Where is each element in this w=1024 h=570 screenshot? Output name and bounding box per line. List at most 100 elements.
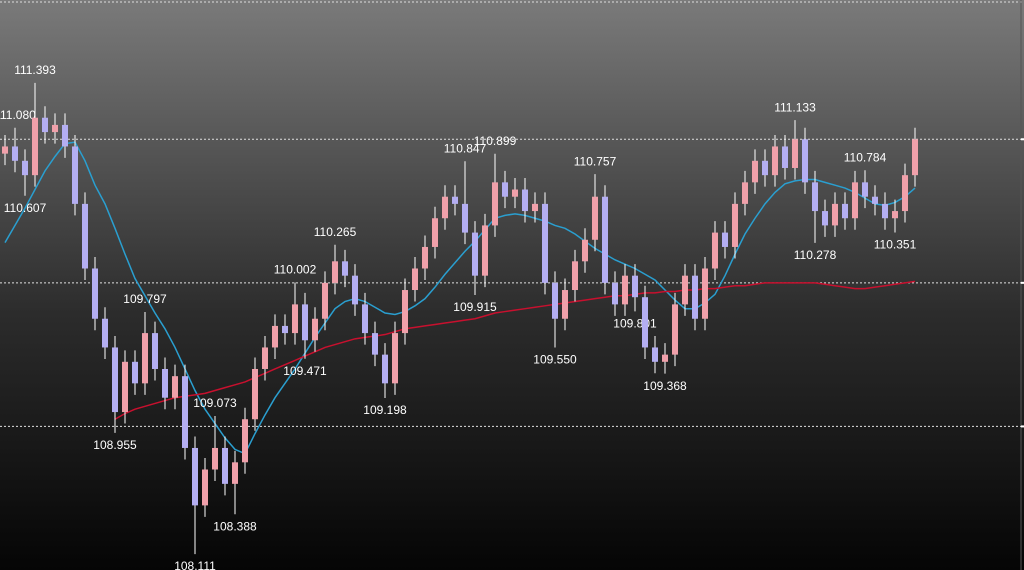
candle-body xyxy=(302,304,308,341)
candle-body xyxy=(862,182,868,197)
candle-body xyxy=(472,232,478,276)
high-label: 110.265 xyxy=(314,225,357,239)
high-label: 110.757 xyxy=(574,154,617,168)
candle-body xyxy=(182,376,188,448)
high-label: 110.899 xyxy=(474,134,517,148)
high-label: 111.393 xyxy=(14,63,56,77)
candle-body xyxy=(872,196,878,204)
candle-body xyxy=(912,139,918,176)
candle-body xyxy=(372,333,378,355)
candle-body xyxy=(692,275,698,319)
candle-body xyxy=(522,189,528,212)
low-label: 109.915 xyxy=(453,300,497,314)
candle-body xyxy=(812,182,818,212)
candle-body xyxy=(562,290,568,319)
candle-body xyxy=(882,203,888,219)
candle-body xyxy=(242,419,248,463)
candle-body xyxy=(322,282,328,319)
candle-body xyxy=(82,203,88,269)
candle-body xyxy=(32,117,38,176)
candle-body xyxy=(382,354,388,384)
candle-body xyxy=(762,160,768,176)
candle-body xyxy=(752,160,758,183)
low-label: 109.198 xyxy=(363,403,407,417)
candle-body xyxy=(2,146,8,154)
low-label: 109.550 xyxy=(533,353,577,367)
candle-body xyxy=(622,275,628,305)
candle-body xyxy=(312,318,318,341)
candle-body xyxy=(772,146,778,176)
low-label: 109.368 xyxy=(643,379,687,393)
candle-body xyxy=(112,347,118,413)
candle-body xyxy=(282,325,288,334)
candle-body xyxy=(612,282,618,305)
candle-body xyxy=(602,196,608,283)
candle-body xyxy=(142,333,148,384)
low-label: 110.278 xyxy=(794,248,837,262)
low-label: 109.471 xyxy=(283,364,327,378)
low-label: 108.955 xyxy=(93,438,137,452)
candle-body xyxy=(332,261,338,283)
candle-body xyxy=(292,304,298,334)
candle-body xyxy=(792,139,798,168)
candle-body xyxy=(802,139,808,183)
candle-body xyxy=(462,203,468,233)
candle-body xyxy=(432,218,438,247)
candle-body xyxy=(62,124,68,147)
candle-body xyxy=(832,203,838,226)
low-label: 110.351 xyxy=(874,238,917,252)
candle-body xyxy=(592,196,598,240)
candle-body xyxy=(722,232,728,247)
candle-body xyxy=(362,304,368,334)
candle-body xyxy=(572,261,578,291)
candle-body xyxy=(262,347,268,369)
candle-body xyxy=(102,318,108,348)
candle-body xyxy=(502,182,508,197)
candle-body xyxy=(582,239,588,262)
candle-body xyxy=(482,225,488,276)
candle-body xyxy=(902,175,908,212)
low-label: 108.111 xyxy=(174,559,216,570)
candle-body xyxy=(552,282,558,319)
candle-body xyxy=(542,203,548,283)
candle-body xyxy=(42,117,48,133)
moving-average-line xyxy=(114,280,916,420)
candle-body xyxy=(392,333,398,384)
candle-body xyxy=(452,196,458,204)
candle-body xyxy=(402,290,408,334)
candle-body xyxy=(152,333,158,369)
candle-body xyxy=(172,376,178,398)
candle-body xyxy=(342,261,348,276)
candle-body xyxy=(192,447,198,506)
high-label: 110.847 xyxy=(444,141,487,155)
candle-body xyxy=(412,268,418,291)
candle-body xyxy=(682,275,688,305)
high-label: 110.002 xyxy=(274,263,317,277)
high-label: 109.073 xyxy=(193,396,237,410)
candle-body xyxy=(72,146,78,204)
moving-average-line xyxy=(4,141,916,455)
candle-body xyxy=(232,462,238,484)
high-label: 111.080 xyxy=(0,108,36,122)
candle-body xyxy=(352,275,358,305)
candle-body xyxy=(132,361,138,384)
candle-body xyxy=(642,297,648,348)
candle-body xyxy=(892,211,898,219)
high-label: 111.133 xyxy=(774,100,816,114)
candle-body xyxy=(532,203,538,212)
low-label: 108.388 xyxy=(213,519,257,533)
candle-body xyxy=(782,146,788,168)
candle-body xyxy=(162,368,168,398)
candle-body xyxy=(442,196,448,219)
candle-body xyxy=(492,182,498,226)
candle-body xyxy=(632,275,638,298)
candle-body xyxy=(22,160,28,176)
candle-body xyxy=(222,447,228,484)
candle-body xyxy=(712,232,718,269)
candle-body xyxy=(742,182,748,204)
candle-body xyxy=(652,347,658,362)
candle-body xyxy=(662,354,668,362)
